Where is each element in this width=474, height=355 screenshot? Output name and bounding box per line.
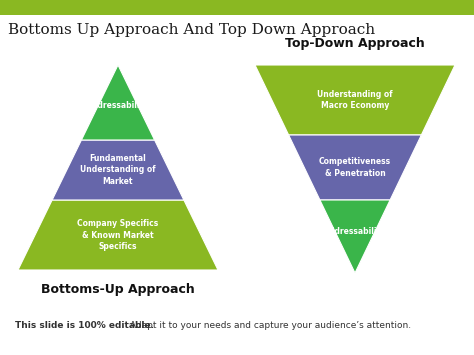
Text: Competitiveness
& Penetration: Competitiveness & Penetration — [319, 158, 391, 178]
Text: Top-Down Approach: Top-Down Approach — [285, 37, 425, 50]
Bar — [0, 0, 474, 15]
Polygon shape — [82, 65, 155, 140]
Polygon shape — [289, 135, 421, 200]
Text: Addressability: Addressability — [324, 227, 386, 236]
Polygon shape — [255, 65, 455, 135]
Text: Bottoms Up Approach And Top Down Approach: Bottoms Up Approach And Top Down Approac… — [8, 23, 375, 37]
Text: Addressability: Addressability — [87, 101, 149, 110]
Polygon shape — [52, 140, 184, 200]
Text: Adapt it to your needs and capture your audience’s attention.: Adapt it to your needs and capture your … — [127, 321, 411, 329]
Text: Understanding of
Macro Economy: Understanding of Macro Economy — [317, 90, 393, 110]
Text: Bottoms-Up Approach: Bottoms-Up Approach — [41, 283, 195, 296]
Text: Company Specifics
& Known Market
Specifics: Company Specifics & Known Market Specifi… — [77, 219, 159, 251]
Polygon shape — [18, 200, 218, 270]
Text: This slide is 100% editable.: This slide is 100% editable. — [15, 321, 154, 329]
Text: Fundamental
Understanding of
Market: Fundamental Understanding of Market — [80, 154, 156, 186]
Polygon shape — [320, 200, 390, 273]
